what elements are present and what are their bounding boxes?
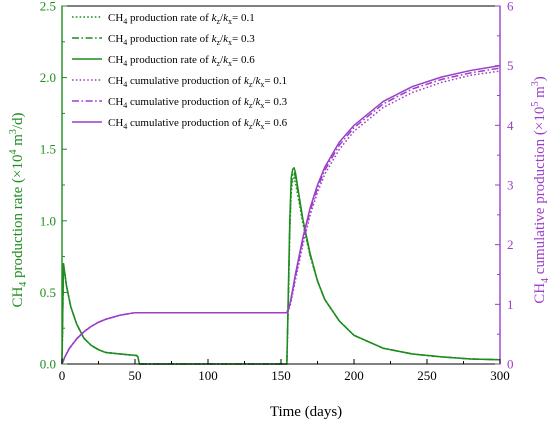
y-right-tick-label: 5 [507,58,514,73]
series-line-1 [61,177,501,365]
y-left-title-sub: 4 [18,282,29,287]
y-left-tick-label: 1.0 [40,213,56,228]
legend-entry-4: CH4 cumulative production of kz/kx= 0.1 [108,75,287,89]
y-right-title-text2: m [532,86,548,102]
y-left-tick-label: 0.5 [40,285,56,300]
legend: CH4 production rate of kz/kx= 0.1 CH4 pro… [72,12,288,131]
y-right-title-sup2: 3 [530,81,541,86]
legend-entry-5: CH4 cumulative production of kz/kx= 0.3 [108,96,288,110]
y-left-title-sup: 4 [8,150,19,155]
y-right-tick-label: 6 [507,0,514,14]
y-right-title-sup: 5 [530,102,541,107]
y-right-tick-label: 3 [507,178,514,193]
series-line-3 [61,167,501,365]
series-line-6 [61,64,501,365]
y-left-title-base: CH [10,287,26,308]
legend-entry-3: CH4 production rate of kz/kx= 0.6 [108,54,255,68]
y-right-title-text1: cumulative production (×10 [532,107,548,278]
x-tick-label: 250 [417,368,437,383]
y-left-title-text2: m [10,134,26,150]
legend-entry-6: CH4 cumulative production of kz/kx= 0.6 [108,117,288,131]
y-right-tick-label: 2 [507,237,514,252]
series-line-2 [61,171,501,365]
y-left-tick-label: 2.0 [40,70,56,85]
y-left-title-text1: production rate (×10 [10,155,26,282]
axes-group: 0 50 100 150 200 250 300 0.0 0.5 1.0 1.5 2.0 2.5 0 1 2 3… [40,0,514,383]
x-tick-label: 200 [344,368,364,383]
y-left-tick-label: 1.5 [40,142,56,157]
legend-entry-1: CH4 production rate of kz/kx= 0.1 [108,12,255,26]
series-line-4 [61,70,501,365]
y-left-title-text3: /d) [10,112,26,129]
y-left-tick-label: 0.0 [40,357,56,372]
series-line-5 [61,67,501,365]
legend-entry-2: CH4 production rate of kz/kx= 0.3 [108,33,255,47]
x-axis-title: Time (days) [270,404,342,420]
y-left-tick-label: 2.5 [40,0,56,14]
y-right-title-text3: ) [532,76,548,81]
y-left-title-sup2: 3 [8,129,19,134]
y-axis-right-title: CH4 cumulative production (×105 m3) [530,76,550,304]
series-group [61,64,501,365]
x-tick-label: 100 [198,368,218,383]
y-right-title-base: CH [532,283,548,304]
y-right-tick-label: 1 [507,297,514,312]
y-axis-left-title: CH4 production rate (×104 m3/d) [8,112,29,307]
y-right-tick-label: 4 [507,118,514,133]
y-right-tick-label: 0 [507,357,514,372]
x-tick-label: 0 [59,368,66,383]
y-right-title-sub: 4 [540,278,550,283]
x-tick-label: 150 [271,368,291,383]
x-tick-label: 50 [129,368,142,383]
x-tick-label: 300 [490,368,510,383]
